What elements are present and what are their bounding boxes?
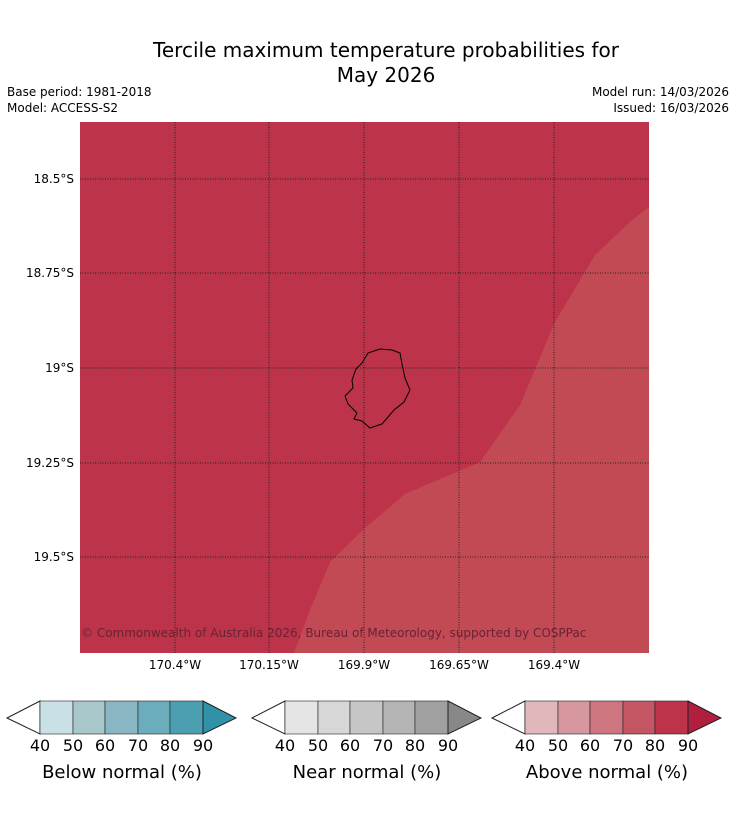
figure-title: Tercile maximum temperature probabilitie… bbox=[0, 38, 736, 88]
legend-below-tick-50: 50 bbox=[62, 736, 84, 755]
copyright-notice: © Commonwealth of Australia 2026, Bureau… bbox=[81, 626, 587, 640]
legend-near-tick-40: 40 bbox=[274, 736, 296, 755]
colorbar-above-extend-high bbox=[687, 700, 723, 735]
title-line-2: May 2026 bbox=[336, 63, 436, 87]
legend-above-tick-80: 80 bbox=[644, 736, 666, 755]
colorbar-below-bin-3 bbox=[104, 700, 139, 735]
lat-label-1: 18.5°S bbox=[33, 172, 74, 186]
colorbar-near-bin-4 bbox=[382, 700, 416, 735]
colorbar-below-bin-5 bbox=[169, 700, 204, 735]
colorbar-above-bin-5 bbox=[654, 700, 689, 735]
lon-label-2: 170.15°W bbox=[239, 658, 299, 672]
base-period: Base period: 1981-2018 bbox=[7, 85, 152, 99]
lat-label-2: 18.75°S bbox=[26, 266, 74, 280]
colorbar-below bbox=[6, 700, 238, 735]
legend-below-title: Below normal (%) bbox=[42, 762, 202, 783]
meta-left: Base period: 1981-2018 Model: ACCESS-S2 bbox=[7, 84, 152, 116]
colorbar-below-bin-2 bbox=[72, 700, 106, 735]
colorbar-above-bin-1 bbox=[524, 700, 559, 735]
gridlines bbox=[80, 122, 649, 653]
lat-label-3: 19°S bbox=[45, 361, 74, 375]
legend-below-tick-80: 80 bbox=[159, 736, 181, 755]
legend-near-title: Near normal (%) bbox=[292, 762, 442, 783]
legend-below-tick-70: 70 bbox=[127, 736, 149, 755]
lat-label-4: 19.25°S bbox=[26, 456, 74, 470]
colorbar-below-extend-high bbox=[202, 700, 238, 735]
legend-near-tick-90: 90 bbox=[437, 736, 459, 755]
colorbar-below-extend-low bbox=[6, 700, 41, 735]
lon-label-1: 170.4°W bbox=[148, 658, 202, 672]
model-run: Model run: 14/03/2026 bbox=[591, 85, 729, 99]
legend-above-title: Above normal (%) bbox=[525, 762, 689, 783]
legend-near-tick-80: 80 bbox=[404, 736, 426, 755]
lon-label-3: 169.9°W bbox=[337, 658, 391, 672]
colorbar-near-bin-1 bbox=[284, 700, 319, 735]
legend-above-normal: 40 50 60 70 80 90 Above normal (%) bbox=[491, 700, 723, 800]
colorbar-near-extend-low bbox=[251, 700, 286, 735]
lat-label-5: 19.5°S bbox=[33, 550, 74, 564]
colorbar-above-bin-3 bbox=[589, 700, 624, 735]
legend-below-normal: 40 50 60 70 80 90 Below normal (%) bbox=[6, 700, 238, 800]
colorbar-above-extend-low bbox=[491, 700, 526, 735]
colorbar-above-bin-4 bbox=[622, 700, 656, 735]
issued-date: Issued: 16/03/2026 bbox=[613, 101, 729, 115]
legend-above-tick-70: 70 bbox=[612, 736, 634, 755]
island-coastline bbox=[344, 348, 411, 429]
legend-above-tick-50: 50 bbox=[547, 736, 569, 755]
legend-near-tick-70: 70 bbox=[372, 736, 394, 755]
lon-label-5: 169.4°W bbox=[527, 658, 581, 672]
title-line-1: Tercile maximum temperature probabilitie… bbox=[153, 38, 619, 62]
lon-label-4: 169.65°W bbox=[429, 658, 489, 672]
legend-near-tick-50: 50 bbox=[307, 736, 329, 755]
colorbar-near-bin-5 bbox=[414, 700, 449, 735]
legend-above-tick-40: 40 bbox=[514, 736, 536, 755]
colorbar-below-bin-1 bbox=[39, 700, 74, 735]
legend-below-tick-60: 60 bbox=[94, 736, 116, 755]
legend-below-tick-90: 90 bbox=[192, 736, 214, 755]
colorbar-above-bin-2 bbox=[557, 700, 591, 735]
legend-near-normal: 40 50 60 70 80 90 Near normal (%) bbox=[251, 700, 483, 800]
colorbar-near-bin-3 bbox=[349, 700, 384, 735]
colorbar-below-bin-4 bbox=[137, 700, 171, 735]
legend-below-tick-40: 40 bbox=[29, 736, 51, 755]
legend-above-tick-90: 90 bbox=[677, 736, 699, 755]
colorbar-near bbox=[251, 700, 483, 735]
legend-above-tick-60: 60 bbox=[579, 736, 601, 755]
model-name: Model: ACCESS-S2 bbox=[7, 101, 119, 115]
region-above-70-80 bbox=[294, 207, 649, 653]
colorbar-near-extend-high bbox=[447, 700, 483, 735]
colorbar-near-bin-2 bbox=[317, 700, 351, 735]
colorbar-above bbox=[491, 700, 723, 735]
legend-near-tick-60: 60 bbox=[339, 736, 361, 755]
meta-right: Model run: 14/03/2026 Issued: 16/03/2026 bbox=[592, 84, 729, 116]
